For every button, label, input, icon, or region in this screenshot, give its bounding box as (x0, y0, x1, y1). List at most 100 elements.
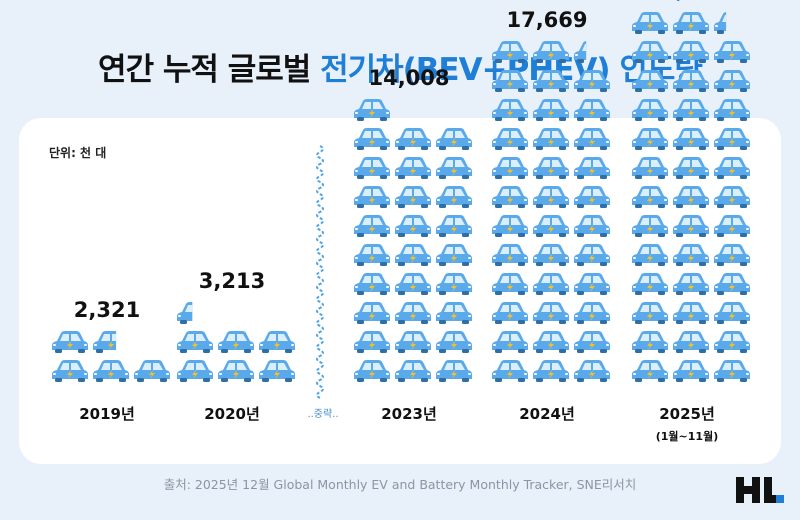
car-icon (354, 331, 390, 353)
car-icon (632, 302, 668, 324)
value-label-1: 3,213 (199, 269, 265, 293)
car-icon (93, 360, 129, 382)
car-icon (492, 360, 528, 382)
car-icon (714, 331, 750, 353)
car-icon (673, 273, 709, 295)
car-icon (395, 244, 431, 266)
car-icon (354, 273, 390, 295)
car-icon (436, 128, 472, 150)
car-icon (632, 99, 668, 121)
car-icon (533, 273, 569, 295)
car-icon (492, 99, 528, 121)
car-icon (533, 99, 569, 121)
car-icon (492, 273, 528, 295)
car-icon (354, 99, 390, 121)
car-icon (177, 331, 213, 353)
car-icon (259, 360, 295, 382)
car-icon (492, 302, 528, 324)
car-icon (436, 186, 472, 208)
car-icon (673, 12, 709, 34)
car-icon (177, 360, 213, 382)
car-icon (673, 128, 709, 150)
car-icon (714, 215, 750, 237)
car-icon (395, 157, 431, 179)
car-icon (673, 215, 709, 237)
car-icon (436, 302, 472, 324)
car-icon (134, 360, 170, 382)
car-icon (354, 244, 390, 266)
car-icon (714, 186, 750, 208)
car-icon (395, 273, 431, 295)
car-icon (632, 128, 668, 150)
car-icon (533, 331, 569, 353)
car-icon (354, 157, 390, 179)
car-icon (436, 273, 472, 295)
car-icon (632, 41, 668, 63)
axis-break-label: ..중략.. (307, 408, 338, 420)
car-icon (436, 360, 472, 382)
car-icon (52, 331, 88, 353)
car-icon (574, 186, 610, 208)
car-icon (533, 215, 569, 237)
car-icon (395, 186, 431, 208)
car-icon (673, 70, 709, 92)
car-icon (673, 186, 709, 208)
car-icon (632, 70, 668, 92)
car-icon (574, 157, 610, 179)
car-icon (436, 331, 472, 353)
category-label-1: 2020년 (204, 405, 260, 423)
axis-break-line (316, 145, 324, 399)
car-icon (533, 128, 569, 150)
car-icon (354, 302, 390, 324)
car-icon (436, 244, 472, 266)
car-icon (533, 186, 569, 208)
car-icon (574, 41, 587, 63)
car-icon (492, 331, 528, 353)
car-icon (673, 360, 709, 382)
car-icon (714, 244, 750, 266)
car-icon (574, 244, 610, 266)
car-icon (436, 215, 472, 237)
car-icon (533, 70, 569, 92)
car-icon (492, 215, 528, 237)
car-icon (492, 186, 528, 208)
car-icon (533, 244, 569, 266)
car-icon (259, 331, 295, 353)
car-icon (673, 41, 709, 63)
car-icon (673, 157, 709, 179)
car-icon (574, 360, 610, 382)
car-icon (533, 360, 569, 382)
car-icon (714, 41, 750, 63)
car-icon (533, 302, 569, 324)
car-icon (632, 331, 668, 353)
car-icon (354, 128, 390, 150)
value-label-0: 2,321 (74, 298, 140, 322)
unit-label: 단위: 천 대 (49, 146, 107, 160)
value-label-4: 19,168 (646, 0, 727, 3)
car-icon (492, 41, 528, 63)
car-icon (395, 302, 431, 324)
car-icon (714, 302, 750, 324)
car-icon (714, 157, 750, 179)
bar-3 (492, 41, 610, 382)
car-icon (395, 215, 431, 237)
car-icon (574, 215, 610, 237)
car-icon (574, 331, 610, 353)
bar-1 (177, 302, 295, 382)
car-icon (395, 360, 431, 382)
car-icon (574, 128, 610, 150)
car-icon (533, 157, 569, 179)
category-label-2: 2023년 (381, 405, 437, 423)
car-icon (714, 128, 750, 150)
car-icon (632, 360, 668, 382)
car-icon (673, 331, 709, 353)
car-icon (177, 302, 193, 324)
car-icon (492, 128, 528, 150)
car-icon (673, 244, 709, 266)
car-icon (218, 331, 254, 353)
car-icon (632, 273, 668, 295)
car-icon (395, 331, 431, 353)
car-icon (492, 157, 528, 179)
car-icon (93, 331, 117, 353)
